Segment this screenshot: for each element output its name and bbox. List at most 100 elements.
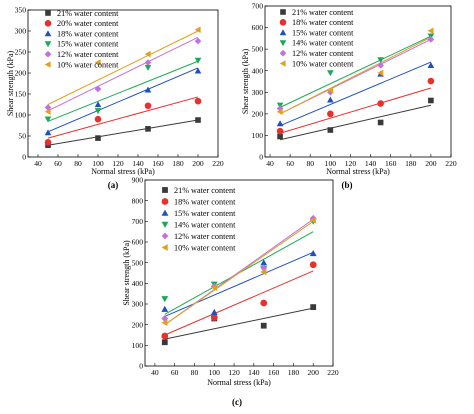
x-tick-label: 140: [132, 159, 144, 168]
y-tick-label: 200: [15, 69, 27, 78]
y-tick-label: 600: [252, 23, 264, 32]
legend-entry: 14% water content: [292, 39, 354, 48]
legend-marker: [280, 9, 286, 15]
legend-entry: 10% water content: [292, 59, 354, 68]
y-tick-label: 50: [18, 132, 26, 141]
legend-marker: [162, 187, 168, 193]
legend-entry: 21% water content: [174, 186, 236, 195]
plot-frame: [27, 9, 219, 158]
x-tick-label: 160: [385, 159, 397, 168]
data-point: [144, 102, 152, 110]
x-tick-label: 160: [152, 159, 164, 168]
legend-entry: 18% water content: [57, 29, 119, 38]
x-tick-label: 80: [191, 368, 199, 377]
x-tick-label: 140: [248, 368, 260, 377]
fit-line-2: [279, 87, 432, 134]
data-point: [260, 259, 268, 266]
data-point: [377, 57, 384, 64]
y-axis-label: Shear strength (kPa): [122, 240, 131, 306]
data-point: [194, 97, 202, 105]
legend-entry: 21% water content: [292, 8, 354, 17]
x-tick-label: 220: [327, 368, 339, 377]
data-point: [44, 116, 52, 123]
y-tick-label: 400: [252, 66, 264, 75]
y-axis-label: Shear strength (kPa): [241, 49, 250, 115]
panel-label: (c): [232, 397, 242, 407]
x-tick-label: 40: [266, 159, 274, 168]
fit-line-2: [164, 270, 314, 336]
legend-entry: 10% water content: [57, 60, 119, 69]
x-tick-label: 180: [405, 159, 417, 168]
legend-entry: 21% water content: [57, 9, 119, 18]
legend-marker: [161, 198, 169, 205]
data-point: [44, 108, 51, 115]
x-tick-label: 200: [425, 159, 437, 168]
x-tick-label: 200: [192, 159, 204, 168]
y-tick-label: 200: [132, 320, 144, 329]
x-axis-label: Normal stress (kPa): [207, 378, 271, 387]
fit-line-1: [164, 307, 314, 340]
data-point: [94, 85, 102, 93]
data-point: [377, 69, 384, 77]
data-point: [44, 139, 52, 146]
data-point: [327, 127, 334, 133]
x-tick-label: 220: [212, 159, 224, 168]
data-point: [277, 133, 283, 140]
panel-label: (a): [108, 180, 119, 190]
data-point: [327, 86, 333, 94]
y-tick-label: 300: [132, 300, 144, 309]
data-point: [210, 308, 218, 315]
fit-line-3: [164, 251, 314, 317]
y-tick-label: 200: [252, 109, 264, 118]
x-tick-label: 120: [228, 368, 240, 377]
y-tick-label: 0: [139, 362, 143, 371]
legend-marker: [161, 232, 169, 240]
y-tick-label: 0: [22, 153, 26, 162]
y-tick-label: 500: [132, 258, 144, 267]
fit-line-5: [47, 36, 199, 112]
data-point: [194, 57, 202, 64]
legend-entry: 14% water content: [174, 220, 236, 229]
data-point: [377, 62, 384, 69]
data-point: [309, 216, 316, 224]
legend-marker: [279, 49, 287, 57]
legend-marker: [279, 60, 286, 67]
x-tick-label: 60: [171, 368, 179, 377]
x-tick-label: 120: [345, 159, 357, 168]
fit-line-6: [164, 220, 314, 326]
data-point: [161, 319, 168, 326]
y-tick-label: 0: [259, 153, 263, 162]
chart-panel-3: 40 60 80 100 120 140 160 180 200 220 0 100 200 300 400…: [122, 176, 339, 407]
data-point: [327, 70, 334, 77]
y-tick-label: 100: [132, 341, 144, 350]
data-point: [95, 135, 101, 141]
data-point: [44, 129, 52, 136]
legend-entry: 12% water content: [292, 49, 354, 58]
data-point: [377, 119, 384, 126]
data-point: [260, 322, 267, 329]
data-point: [161, 332, 169, 340]
y-tick-label: 250: [15, 48, 27, 57]
data-point: [309, 249, 317, 257]
x-tick-label: 120: [112, 159, 124, 168]
data-point: [145, 126, 151, 132]
x-tick-label: 140: [365, 159, 377, 168]
data-point: [94, 115, 102, 123]
x-axis-label: Normal stress (kPa): [326, 167, 390, 176]
legend-marker: [45, 10, 51, 16]
fit-line-6: [279, 36, 432, 115]
y-tick-label: 700: [252, 2, 264, 11]
legend-entry: 20% water content: [57, 19, 119, 28]
data-point: [210, 314, 218, 321]
x-tick-label: 40: [34, 159, 42, 168]
fit-line-4: [47, 60, 199, 122]
y-tick-label: 600: [132, 238, 144, 247]
x-tick-label: 80: [306, 159, 314, 168]
data-point: [377, 100, 384, 107]
chart-panel-1: 40 60 80 100 120 140 160 180 200 220 0 50 100 150 200 2…: [6, 6, 224, 190]
data-point: [94, 101, 102, 108]
legend-entry: 18% water content: [174, 197, 236, 206]
legend-entry: 15% water content: [57, 40, 119, 49]
x-tick-label: 220: [445, 159, 457, 168]
legend-marker: [44, 41, 52, 48]
